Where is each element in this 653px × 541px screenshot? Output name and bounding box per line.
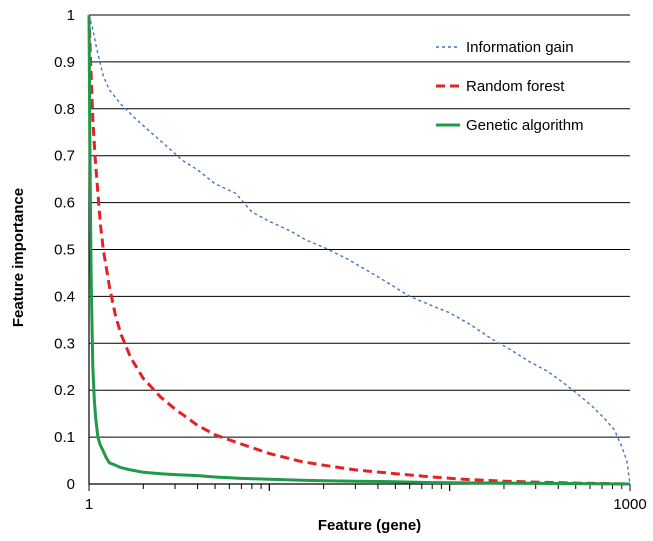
y-tick-label: 1 <box>67 7 75 24</box>
y-axis-title: Feature importance <box>10 188 27 327</box>
y-tick-label: 0.8 <box>54 101 75 118</box>
horizontal-gridlines <box>89 14 630 438</box>
x-axis-title: Feature (gene) <box>318 517 421 534</box>
y-tick-label: 0.3 <box>54 335 75 352</box>
y-tick-label: 0.1 <box>54 429 75 446</box>
x-axis-tick-labels: 1 1000 <box>85 496 647 513</box>
series-lines <box>87 14 631 486</box>
y-tick-label: 0.4 <box>54 288 75 305</box>
series-line-genetic-algorithm <box>87 14 631 486</box>
legend-label: Genetic algorithm <box>466 117 584 134</box>
y-tick-label: 0.6 <box>54 195 75 212</box>
y-tick-label: 0.7 <box>54 148 75 165</box>
y-tick-label: 0.2 <box>54 382 75 399</box>
y-tick-label: 0.5 <box>54 242 75 259</box>
legend-label: Information gain <box>466 39 574 56</box>
legend-label: Random forest <box>466 78 565 95</box>
y-axis-tick-labels: 0 0.1 0.2 0.3 0.4 0.5 0.6 0.7 0.8 0.9 1 <box>54 7 75 493</box>
x-axis-minor-ticks <box>88 484 631 491</box>
y-tick-label: 0 <box>67 476 75 493</box>
series-line-information-gain <box>88 14 631 485</box>
legend: Information gain Random forest Genetic alg… <box>436 39 584 134</box>
y-tick-label: 0.9 <box>54 54 75 71</box>
x-tick-label: 1 <box>85 496 93 513</box>
x-tick-label: 1000 <box>613 496 646 513</box>
series-line-random-forest <box>87 14 631 486</box>
